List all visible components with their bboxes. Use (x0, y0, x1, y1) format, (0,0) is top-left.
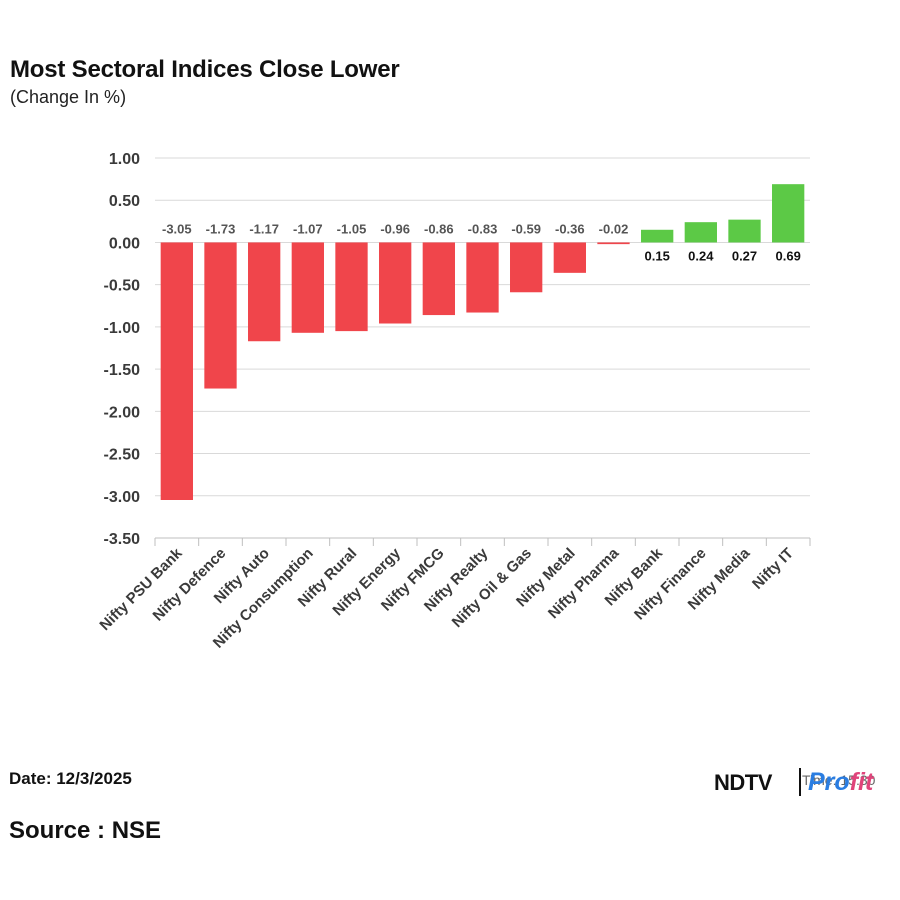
data-label: 0.24 (688, 248, 714, 263)
y-tick-label: 1.00 (109, 151, 140, 168)
logo-divider (799, 768, 801, 796)
ndtv-profit-logo: NDTV Time: 15:30 Profit (714, 766, 894, 800)
y-tick-label: 0.00 (109, 235, 140, 252)
bar (291, 242, 324, 333)
bar (553, 242, 586, 273)
data-label: -0.96 (380, 221, 410, 236)
source-label: Source : NSE (9, 817, 162, 844)
bar (466, 242, 499, 313)
logo-profit-text: Profit (808, 768, 874, 796)
data-label: -1.07 (293, 221, 323, 236)
bar (510, 242, 543, 293)
y-tick-label: -3.50 (104, 531, 141, 548)
bar (772, 184, 805, 243)
data-label: -1.73 (206, 221, 236, 236)
y-tick-label: -1.50 (104, 362, 141, 379)
data-label: -0.02 (599, 221, 629, 236)
bar (641, 229, 674, 243)
chart-title: Most Sectoral Indices Close Lower (10, 56, 400, 83)
bar (160, 242, 193, 500)
y-tick-label: -2.50 (104, 447, 141, 464)
bar (597, 242, 630, 245)
logo-ndtv-text: NDTV (714, 770, 772, 795)
data-label: -0.83 (468, 221, 498, 236)
data-label: 0.27 (732, 248, 757, 263)
date-label: Date: 12/3/2025 (9, 769, 132, 788)
chart-subtitle: (Change In %) (10, 87, 127, 107)
y-tick-label: -1.00 (104, 320, 141, 337)
logo-overlay-time: Time: 15:30 (802, 772, 876, 788)
data-label: -3.05 (162, 221, 192, 236)
y-tick-label: -2.00 (104, 404, 141, 421)
y-tick-label: 0.50 (109, 193, 140, 210)
bar (728, 219, 761, 243)
data-label: 0.15 (645, 248, 670, 263)
data-label: -0.36 (555, 221, 585, 236)
data-label: 0.69 (776, 248, 801, 263)
bar (684, 222, 717, 243)
bar (422, 242, 455, 316)
data-label: -0.86 (424, 221, 454, 236)
bar (335, 242, 368, 332)
bar (204, 242, 237, 389)
y-tick-label: -3.00 (104, 489, 141, 506)
bar (379, 242, 412, 324)
category-label: Nifty IT (749, 545, 797, 593)
bar (248, 242, 281, 342)
data-label: -1.17 (249, 221, 279, 236)
data-label: -1.05 (337, 221, 367, 236)
y-tick-label: -0.50 (104, 278, 141, 295)
category-label: Nifty Oil & Gas (449, 545, 535, 631)
data-label: -0.59 (511, 221, 541, 236)
